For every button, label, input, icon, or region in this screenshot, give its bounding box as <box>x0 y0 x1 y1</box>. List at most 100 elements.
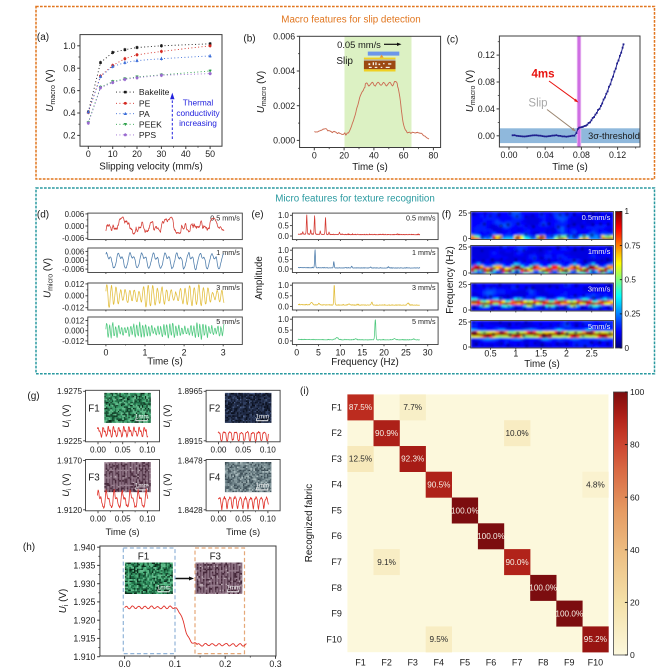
svg-text:Slip: Slip <box>528 98 547 110</box>
svg-text:(c): (c) <box>447 35 459 46</box>
svg-text:0: 0 <box>86 149 91 159</box>
svg-text:(f): (f) <box>442 210 451 221</box>
svg-text:40: 40 <box>181 149 191 159</box>
svg-text:F10: F10 <box>588 658 604 668</box>
svg-text:0.0: 0.0 <box>278 337 290 346</box>
svg-text:F4: F4 <box>331 480 342 490</box>
svg-text:90.0%: 90.0% <box>505 558 528 567</box>
svg-text:1: 1 <box>513 349 518 359</box>
svg-text:20: 20 <box>379 348 389 358</box>
svg-text:1 mm/s: 1 mm/s <box>216 248 240 257</box>
svg-text:9.1%: 9.1% <box>377 558 396 567</box>
svg-text:10: 10 <box>108 149 118 159</box>
svg-text:0.006: 0.006 <box>273 31 295 41</box>
svg-text:0.00: 0.00 <box>90 445 106 454</box>
svg-text:1.8428: 1.8428 <box>178 506 203 515</box>
svg-text:7.7%: 7.7% <box>403 403 422 412</box>
svg-text:Ui (V): Ui (V) <box>60 404 73 427</box>
svg-text:F3: F3 <box>210 552 222 563</box>
svg-text:1.8915: 1.8915 <box>178 437 203 446</box>
svg-text:PPS: PPS <box>139 130 156 140</box>
svg-text:5mm/s: 5mm/s <box>588 322 611 331</box>
svg-text:Time (s): Time (s) <box>105 526 139 537</box>
svg-text:Time (s): Time (s) <box>524 359 560 370</box>
svg-text:0.08: 0.08 <box>478 77 495 87</box>
svg-text:4.8%: 4.8% <box>586 481 605 490</box>
svg-text:Umacro (V): Umacro (V) <box>465 70 477 112</box>
svg-text:Time (s): Time (s) <box>147 357 183 368</box>
svg-text:50: 50 <box>205 149 215 159</box>
svg-text:Ui (V): Ui (V) <box>60 473 73 496</box>
svg-text:30: 30 <box>423 348 433 358</box>
svg-text:25: 25 <box>458 209 467 218</box>
svg-text:(h): (h) <box>23 542 35 553</box>
svg-text:100.0%: 100.0% <box>451 506 479 515</box>
svg-text:(e): (e) <box>251 210 263 221</box>
svg-text:0.10: 0.10 <box>260 514 276 523</box>
svg-text:100.0%: 100.0% <box>555 609 583 618</box>
svg-text:3 mm/s: 3 mm/s <box>216 283 240 292</box>
svg-text:0.3: 0.3 <box>269 659 281 669</box>
svg-text:F9: F9 <box>331 609 342 619</box>
svg-text:100.0%: 100.0% <box>529 584 557 593</box>
svg-text:1.920: 1.920 <box>73 615 95 625</box>
svg-text:1.9120: 1.9120 <box>57 506 82 515</box>
svg-text:3 mm/s: 3 mm/s <box>412 283 436 292</box>
svg-text:5 mm/s: 5 mm/s <box>216 317 240 326</box>
svg-text:0.05: 0.05 <box>235 445 251 454</box>
svg-text:Slipping velocity (mm/s): Slipping velocity (mm/s) <box>99 162 202 173</box>
svg-text:30: 30 <box>157 149 167 159</box>
svg-text:80: 80 <box>630 440 640 450</box>
svg-text:0: 0 <box>103 348 108 358</box>
svg-text:60: 60 <box>630 492 640 502</box>
svg-text:Umacro (V): Umacro (V) <box>45 69 57 111</box>
svg-text:0.000: 0.000 <box>65 327 85 336</box>
svg-text:-0.006: -0.006 <box>62 234 84 243</box>
svg-text:F7: F7 <box>512 658 523 668</box>
svg-text:1.0: 1.0 <box>278 281 290 290</box>
svg-text:40: 40 <box>630 545 640 555</box>
svg-text:60: 60 <box>399 151 409 161</box>
svg-text:F1: F1 <box>355 658 366 668</box>
svg-text:F3: F3 <box>407 658 418 668</box>
svg-text:25: 25 <box>458 281 467 290</box>
svg-text:PE: PE <box>139 98 151 108</box>
svg-text:1: 1 <box>143 348 148 358</box>
svg-text:Ui (V): Ui (V) <box>161 404 174 427</box>
svg-text:0: 0 <box>294 348 299 358</box>
svg-text:1mm: 1mm <box>256 413 270 420</box>
svg-text:F2: F2 <box>381 658 392 668</box>
svg-text:95.2%: 95.2% <box>584 635 607 644</box>
svg-text:Time (s): Time (s) <box>352 162 388 173</box>
svg-text:12.5%: 12.5% <box>349 455 372 464</box>
svg-text:15: 15 <box>357 348 367 358</box>
svg-text:increasing: increasing <box>179 118 217 128</box>
svg-text:2: 2 <box>182 348 187 358</box>
svg-text:92.3%: 92.3% <box>401 455 424 464</box>
svg-text:0.0: 0.0 <box>278 265 290 274</box>
svg-text:0.75: 0.75 <box>625 241 641 250</box>
svg-text:90.5%: 90.5% <box>427 481 450 490</box>
svg-text:0.10: 0.10 <box>139 445 155 454</box>
svg-text:Bakelite: Bakelite <box>139 87 170 97</box>
svg-text:3mm/s: 3mm/s <box>588 285 611 294</box>
svg-text:0.5 mm/s: 0.5 mm/s <box>406 213 436 222</box>
svg-text:2: 2 <box>564 349 569 359</box>
svg-text:0.5 mm/s: 0.5 mm/s <box>210 213 240 222</box>
svg-text:3: 3 <box>221 348 226 358</box>
svg-text:0.006: 0.006 <box>65 247 85 256</box>
svg-text:20: 20 <box>630 598 640 608</box>
svg-text:0.5: 0.5 <box>484 349 496 359</box>
svg-text:0.25: 0.25 <box>625 310 641 319</box>
svg-text:Time (s): Time (s) <box>226 526 260 537</box>
svg-text:F5: F5 <box>331 505 342 515</box>
svg-text:Ui (V): Ui (V) <box>161 473 174 496</box>
svg-text:F3: F3 <box>331 454 342 464</box>
svg-text:PA: PA <box>139 109 150 119</box>
svg-text:25: 25 <box>458 243 467 252</box>
svg-text:0.012: 0.012 <box>65 316 85 325</box>
svg-text:0.000: 0.000 <box>273 136 295 146</box>
svg-text:0.002: 0.002 <box>273 101 295 111</box>
svg-text:0.05: 0.05 <box>115 445 131 454</box>
svg-text:5 mm/s: 5 mm/s <box>412 317 436 326</box>
